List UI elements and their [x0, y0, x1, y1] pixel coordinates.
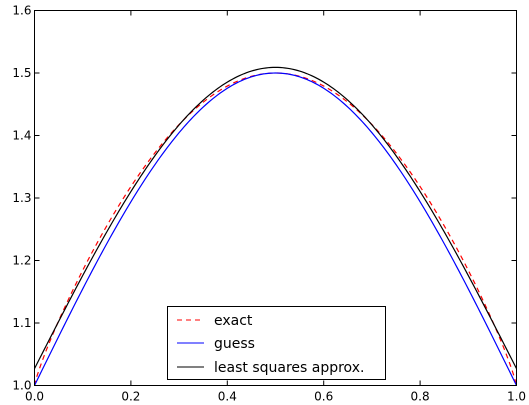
legend: exact guess least squares approx. — [167, 306, 386, 380]
y-tick-label: 1.0 — [12, 379, 31, 393]
x-tick-label: 0.4 — [218, 390, 237, 404]
x-tick-label: 1.0 — [507, 390, 526, 404]
plot-frame — [34, 10, 517, 386]
x-tick-label: 0.8 — [411, 390, 430, 404]
legend-label-exact: exact — [214, 313, 253, 329]
legend-label-guess: guess — [214, 336, 255, 352]
x-tick-label: 0.0 — [25, 390, 44, 404]
series-layer — [33, 66, 518, 386]
x-tick-label: 0.6 — [314, 390, 333, 404]
series-guess — [33, 72, 518, 386]
series-exact — [33, 72, 518, 386]
y-tick-label: 1.2 — [12, 254, 31, 268]
y-tick-label: 1.6 — [12, 4, 31, 18]
y-tick-label: 1.3 — [12, 191, 31, 205]
series-least-squares — [33, 66, 518, 369]
legend-label-least-squares: least squares approx. — [214, 360, 364, 376]
ticks-layer: 0.0 0.2 0.4 0.6 0.8 1.0 1.0 1.1 1.2 1.3 1.4 1.5 1.6 — [12, 4, 526, 404]
x-tick-label: 0.2 — [121, 390, 140, 404]
y-tick-label: 1.1 — [12, 316, 31, 330]
y-tick-label: 1.5 — [12, 66, 31, 80]
y-tick-label: 1.4 — [12, 129, 31, 143]
